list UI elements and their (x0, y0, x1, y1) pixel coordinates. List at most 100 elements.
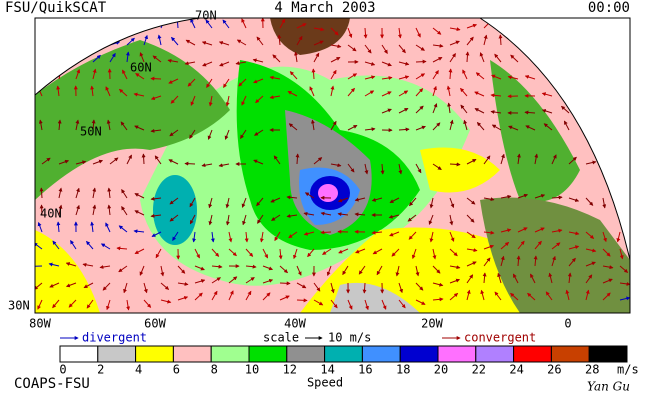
wind-vector (218, 163, 230, 168)
wind-vector (475, 72, 485, 80)
wind-vector (507, 75, 519, 80)
wind-vector (566, 51, 571, 63)
wind-vector (500, 153, 505, 165)
author: Yan Gu (587, 380, 630, 394)
wind-vector (449, 214, 454, 226)
wind-vector (448, 68, 453, 80)
wind-vector (548, 272, 553, 284)
wind-vector (272, 54, 281, 63)
wind-vector (256, 197, 264, 207)
wind-vector (619, 281, 630, 286)
wind-vector (289, 71, 298, 80)
wind-vector (449, 197, 455, 209)
wind-vector (208, 197, 213, 209)
scale-label: scale (263, 331, 299, 345)
wind-vector (150, 95, 162, 101)
wind-vector (330, 69, 337, 80)
wind-vector (619, 44, 629, 52)
wind-vector (337, 197, 349, 203)
wind-vector (483, 34, 488, 46)
wind-vector (269, 95, 281, 100)
wind-vector (65, 282, 77, 288)
wind-vector (432, 56, 443, 63)
wind-vector (169, 197, 179, 205)
lon-label: 20W (421, 317, 443, 331)
wind-vector (500, 194, 512, 199)
wind-vector (241, 95, 247, 106)
wind-vector (449, 265, 461, 270)
wind-vector (41, 40, 53, 46)
wind-vector (545, 291, 553, 301)
wind-vector (192, 231, 197, 243)
wind-vector (347, 73, 358, 80)
wind-vector (330, 56, 341, 63)
wind-vector (347, 163, 355, 173)
wind-vector (224, 129, 230, 140)
colorbar-tick: 0 (59, 363, 66, 377)
colorbar-cell (210, 345, 250, 363)
map (35, 18, 630, 313)
wind-vector (619, 265, 629, 273)
wind-vector (189, 197, 196, 208)
wind-vector (541, 109, 553, 114)
wind-vector (194, 248, 200, 259)
wind-vector (293, 248, 298, 260)
wind-vector (133, 229, 145, 234)
wind-vector (254, 129, 264, 136)
colorbar-tick: 12 (283, 363, 297, 377)
wind-vector (154, 155, 162, 165)
wind-vector (388, 214, 400, 219)
wind-vector (287, 90, 298, 97)
wind-vector (585, 289, 590, 301)
wind-vector (381, 108, 392, 114)
wind-vector (126, 299, 131, 311)
wind-vector (551, 195, 563, 200)
wind-vector (39, 204, 44, 216)
wind-vector (58, 54, 67, 63)
wind-vector (313, 282, 321, 292)
wind-vector (389, 197, 400, 204)
wind-vector (551, 228, 563, 233)
wind-vector (307, 248, 315, 258)
wind-vector (338, 248, 349, 254)
wind-vector (58, 187, 63, 199)
wind-vector (534, 153, 539, 165)
wind-vector (288, 231, 298, 239)
wind-vector (347, 299, 353, 310)
wind-vector (100, 243, 111, 250)
wind-vector (244, 231, 249, 243)
wind-vector (92, 204, 97, 216)
wind-vector (126, 154, 132, 165)
lat-label: 30N (8, 299, 30, 313)
wind-vector (462, 69, 468, 80)
wind-vector (241, 197, 247, 208)
wind-vector (585, 248, 597, 253)
colorbar-tick: 6 (173, 363, 180, 377)
lon-label: 40W (284, 317, 306, 331)
wind-vector (57, 119, 62, 131)
wind-vector (602, 102, 607, 114)
wind-vector (134, 248, 145, 255)
wind-vector (90, 221, 95, 233)
colorbar-cell (361, 345, 401, 363)
wind-vector (615, 197, 621, 208)
wind-vector (626, 146, 630, 151)
wind-vector (225, 214, 230, 226)
wind-vector (530, 273, 536, 284)
wind-vector (551, 19, 559, 29)
wind-vector (245, 290, 252, 301)
wind-vector (75, 43, 87, 48)
wind-vector (432, 122, 441, 131)
wind-vector (398, 61, 410, 66)
colorbar-tick: 14 (320, 363, 334, 377)
wind-vector (82, 262, 94, 267)
wind-vector (106, 299, 111, 311)
wind-vector (185, 39, 196, 46)
wind-vector (364, 127, 376, 132)
wind-vector (466, 274, 474, 284)
wind-vector (397, 27, 402, 39)
wind-vector (245, 248, 254, 257)
wind-vector (143, 282, 148, 294)
wind-vector (228, 276, 238, 284)
